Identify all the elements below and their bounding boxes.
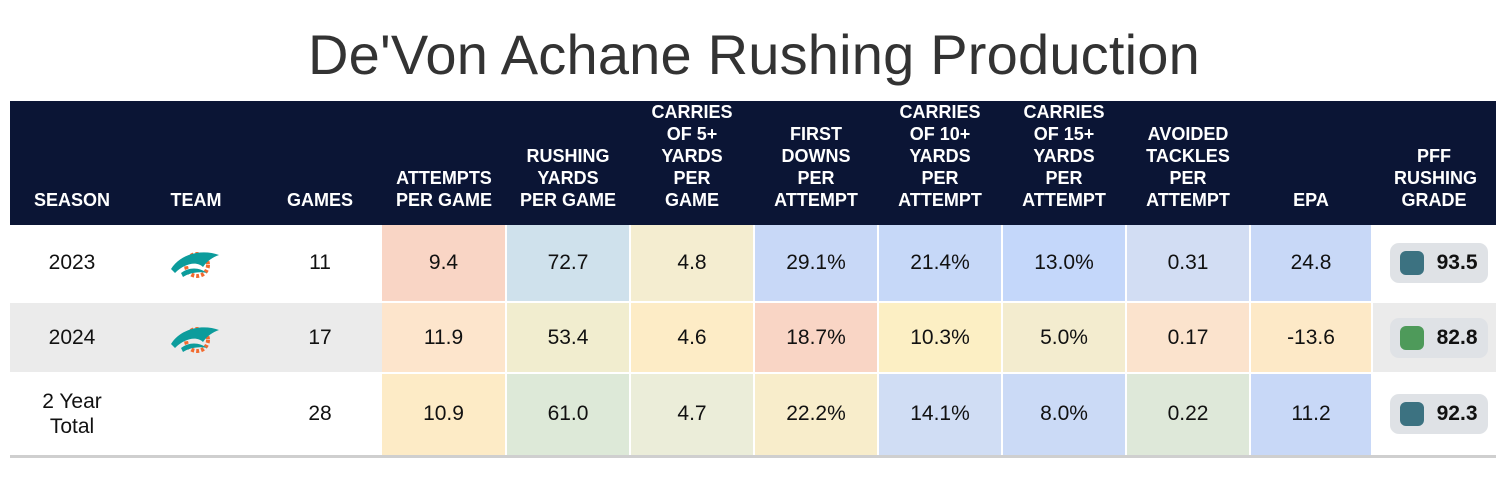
carries-10-per-attempt-cell: 14.1% (878, 373, 1003, 458)
carries-5-per-game-cell: 4.7 (630, 373, 755, 458)
col-header-games: GAMES (258, 101, 382, 225)
team-cell (134, 225, 258, 303)
col-header-carries-10-per-attempt: CARRIES OF 10+ YARDS PER ATTEMPT (878, 101, 1002, 225)
grade-value: 92.3 (1436, 402, 1478, 426)
grade-badge: 92.3 (1389, 394, 1488, 435)
rushing-yards-per-game-cell: 53.4 (506, 302, 631, 374)
rushing-yards-per-game-cell: 72.7 (506, 225, 631, 303)
col-header-team: TEAM (134, 101, 258, 225)
first-downs-per-attempt-cell: 22.2% (754, 373, 879, 458)
grade-color-swatch (1399, 251, 1424, 275)
games-cell: 28 (258, 373, 382, 458)
epa-cell: 11.2 (1250, 373, 1373, 458)
col-header-season: SEASON (10, 101, 134, 225)
col-header-avoided-tackles-per-attempt: AVOIDED TACKLES PER ATTEMPT (1126, 101, 1250, 225)
avoided-tackles-per-attempt-cell: 0.17 (1126, 302, 1251, 374)
grade-cell: 93.5 (1372, 225, 1496, 303)
attempts-per-game-cell: 11.9 (382, 302, 507, 374)
col-header-epa: EPA (1250, 101, 1372, 225)
team-cell (134, 302, 258, 374)
col-header-carries-5-per-game: CARRIES OF 5+ YARDS PER GAME (630, 101, 754, 225)
miami-dolphins-logo-icon (171, 252, 219, 278)
carries-15-per-attempt-cell: 13.0% (1002, 225, 1127, 303)
col-header-attempts-per-game: ATTEMPTS PER GAME (382, 101, 506, 225)
games-cell: 11 (258, 225, 382, 303)
miami-dolphins-logo-icon (171, 326, 219, 353)
carries-5-per-game-cell: 4.8 (630, 225, 755, 303)
team-cell (134, 373, 258, 458)
epa-cell: -13.6 (1250, 302, 1373, 374)
grade-badge: 82.8 (1389, 317, 1488, 358)
grade-cell: 92.3 (1372, 373, 1496, 458)
avoided-tackles-per-attempt-cell: 0.31 (1126, 225, 1251, 303)
carries-15-per-attempt-cell: 8.0% (1002, 373, 1127, 458)
grade-color-swatch (1399, 325, 1424, 350)
grade-color-swatch (1399, 402, 1424, 427)
page-title: De'Von Achane Rushing Production (308, 23, 1200, 86)
carries-15-per-attempt-cell: 5.0% (1002, 302, 1127, 374)
col-header-rushing-yards-per-game: RUSHING YARDS PER GAME (506, 101, 630, 225)
grade-cell: 82.8 (1372, 302, 1496, 374)
header-row: SEASON TEAM GAMES ATTEMPTS PER GAME RUSH… (10, 101, 1496, 225)
season-cell: 2023 (10, 225, 134, 303)
first-downs-per-attempt-cell: 18.7% (754, 302, 879, 374)
rushing-stats-table: SEASON TEAM GAMES ATTEMPTS PER GAME RUSH… (10, 101, 1496, 458)
table-row: 2 Year Total 28 10.9 61.0 4.7 22.2% 14.1… (10, 373, 1496, 458)
carries-10-per-attempt-cell: 10.3% (878, 302, 1003, 374)
grade-value: 82.8 (1436, 325, 1478, 349)
table-row: 2024 17 11.9 53.4 4.6 18.7% 10.3% 5.0% 0… (10, 302, 1496, 374)
season-label-line2: Total (49, 415, 95, 439)
first-downs-per-attempt-cell: 29.1% (754, 225, 879, 303)
attempts-per-game-cell: 10.9 (382, 373, 507, 458)
avoided-tackles-per-attempt-cell: 0.22 (1126, 373, 1251, 458)
rushing-yards-per-game-cell: 61.0 (506, 373, 631, 458)
season-cell: 2 Year Total (10, 373, 134, 458)
games-cell: 17 (258, 302, 382, 374)
col-header-first-downs-per-attempt: FIRST DOWNS PER ATTEMPT (754, 101, 878, 225)
epa-cell: 24.8 (1250, 225, 1373, 303)
season-label-line1: 2 Year (42, 390, 102, 414)
carries-5-per-game-cell: 4.6 (630, 302, 755, 374)
season-cell: 2024 (10, 302, 134, 374)
table-row: 2023 11 9.4 72.7 4.8 29.1% 21.4% 13.0% 0… (10, 225, 1496, 303)
col-header-pff-rushing-grade: PFF RUSHING GRADE (1372, 101, 1496, 225)
carries-10-per-attempt-cell: 21.4% (878, 225, 1003, 303)
grade-value: 93.5 (1436, 251, 1478, 274)
grade-badge: 93.5 (1389, 243, 1488, 283)
attempts-per-game-cell: 9.4 (382, 225, 507, 303)
col-header-carries-15-per-attempt: CARRIES OF 15+ YARDS PER ATTEMPT (1002, 101, 1126, 225)
